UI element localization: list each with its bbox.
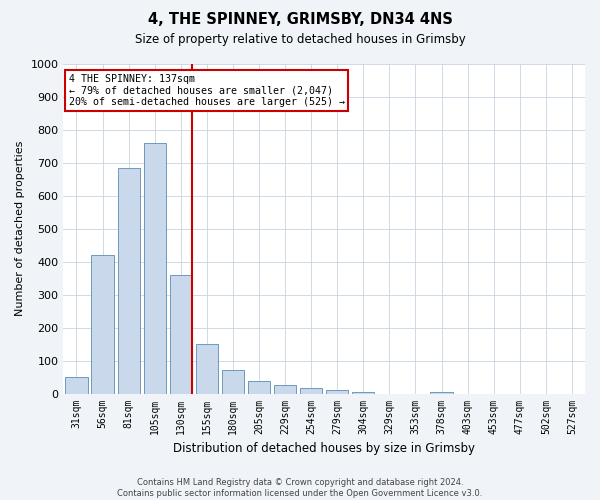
Bar bbox=[196, 344, 218, 394]
Bar bbox=[300, 388, 322, 394]
Bar bbox=[91, 255, 113, 394]
Text: 4, THE SPINNEY, GRIMSBY, DN34 4NS: 4, THE SPINNEY, GRIMSBY, DN34 4NS bbox=[148, 12, 452, 28]
Bar bbox=[222, 370, 244, 394]
Bar bbox=[274, 386, 296, 394]
Bar bbox=[143, 143, 166, 394]
X-axis label: Distribution of detached houses by size in Grimsby: Distribution of detached houses by size … bbox=[173, 442, 475, 455]
Bar bbox=[65, 377, 88, 394]
Bar bbox=[170, 275, 192, 394]
Bar bbox=[326, 390, 349, 394]
Y-axis label: Number of detached properties: Number of detached properties bbox=[15, 141, 25, 316]
Bar bbox=[248, 382, 270, 394]
Bar bbox=[118, 168, 140, 394]
Text: Size of property relative to detached houses in Grimsby: Size of property relative to detached ho… bbox=[134, 32, 466, 46]
Text: Contains HM Land Registry data © Crown copyright and database right 2024.
Contai: Contains HM Land Registry data © Crown c… bbox=[118, 478, 482, 498]
Text: 4 THE SPINNEY: 137sqm
← 79% of detached houses are smaller (2,047)
20% of semi-d: 4 THE SPINNEY: 137sqm ← 79% of detached … bbox=[68, 74, 344, 107]
Bar bbox=[352, 392, 374, 394]
Bar bbox=[430, 392, 452, 394]
